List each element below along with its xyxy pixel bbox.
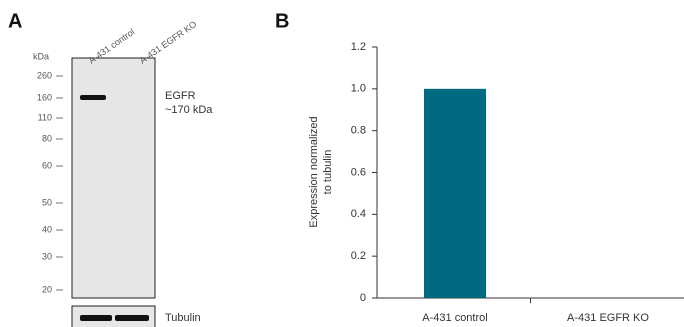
bar (424, 89, 486, 298)
marker-label: 30 (42, 251, 52, 261)
egfr-band (80, 95, 106, 100)
y-tick-label: 0.2 (351, 250, 366, 262)
marker-label: 60 (42, 160, 52, 170)
blot-membrane (72, 58, 155, 298)
y-tick-label: 0 (360, 292, 366, 304)
x-tick-label: A-431 EGFR KO (567, 312, 649, 324)
panel-label: B (275, 10, 289, 32)
y-axis-title: to tubulin (322, 150, 334, 195)
marker-label: 160 (37, 92, 52, 102)
lane-label: A-431 EGFR KO (138, 19, 199, 66)
units-label: kDa (33, 51, 49, 61)
loading-label: Tubulin (165, 312, 201, 324)
marker-label: 20 (42, 284, 52, 294)
y-tick-label: 1.2 (351, 41, 366, 53)
y-tick-label: 0.4 (351, 208, 366, 220)
tubulin-band (115, 315, 149, 321)
y-tick-label: 0.8 (351, 125, 366, 137)
marker-label: 110 (38, 112, 52, 122)
marker-label: 80 (42, 133, 52, 143)
y-axis-title: Expression normalized (308, 116, 320, 227)
x-tick-label: A-431 control (422, 312, 487, 324)
band-size: ~170 kDa (165, 104, 213, 116)
tubulin-band (80, 315, 112, 321)
figure: A kDa A-431 control A-431 EGFR KO EGFR ~… (0, 0, 684, 327)
marker-label: 50 (42, 197, 52, 207)
y-tick-label: 1.0 (351, 83, 366, 95)
marker-label: 40 (42, 224, 52, 234)
band-label: EGFR (165, 90, 196, 102)
panel-label: A (8, 10, 22, 32)
y-tick-label: 0.6 (351, 166, 366, 178)
marker-label: 260 (37, 70, 52, 80)
